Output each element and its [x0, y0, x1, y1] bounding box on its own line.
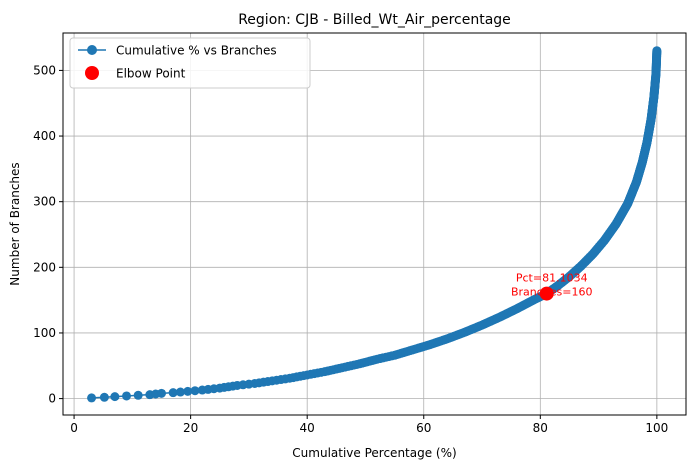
legend-box: [69, 37, 311, 89]
y-tick-label: 300: [33, 195, 56, 209]
series-layer: [87, 46, 662, 403]
y-tick-label: 200: [33, 260, 56, 274]
y-axis-label: Number of Branches: [8, 162, 22, 285]
cumulative-point: [156, 388, 166, 398]
plot-frame: [62, 32, 687, 416]
legend-line-dot: [87, 45, 97, 55]
cumulative-point: [87, 393, 97, 403]
x-tick-label: 40: [300, 421, 315, 435]
elbow-annotation: Branches=160: [511, 286, 593, 299]
cumulative-point: [168, 388, 178, 398]
x-tick-label: 100: [645, 421, 668, 435]
y-tick-label: 500: [33, 63, 56, 77]
cumulative-point: [183, 386, 193, 396]
y-axis: 0 100 200 300 400 500: [33, 63, 63, 406]
cumulative-point: [175, 387, 185, 397]
elbow-point: [539, 286, 554, 301]
cumulative-point: [190, 386, 200, 396]
grid-lines: [63, 33, 686, 415]
cumulative-point: [122, 391, 132, 401]
x-tick-label: 0: [70, 421, 78, 435]
chart-title: Region: CJB - Billed_Wt_Air_percentage: [238, 12, 511, 28]
cumulative-point: [652, 46, 662, 56]
x-tick-label: 20: [183, 421, 198, 435]
cumulative-point: [133, 390, 143, 400]
legend-elbow-dot: [85, 66, 99, 80]
x-axis-label: Cumulative Percentage (%): [292, 446, 456, 460]
y-tick-label: 400: [33, 129, 56, 143]
elbow-annotation: Pct=81.1034: [516, 272, 588, 285]
y-tick-label: 0: [48, 392, 56, 406]
legend: Cumulative % vs Branches Elbow Point: [69, 37, 311, 89]
legend-label-cumulative: Cumulative % vs Branches: [116, 44, 277, 58]
x-axis: 0 20 40 60 80 100: [70, 415, 668, 435]
cumulative-point: [110, 392, 120, 402]
legend-label-elbow: Elbow Point: [116, 67, 186, 81]
x-tick-label: 60: [416, 421, 431, 435]
cumulative-point: [99, 392, 109, 402]
y-tick-label: 100: [33, 326, 56, 340]
x-tick-label: 80: [533, 421, 548, 435]
